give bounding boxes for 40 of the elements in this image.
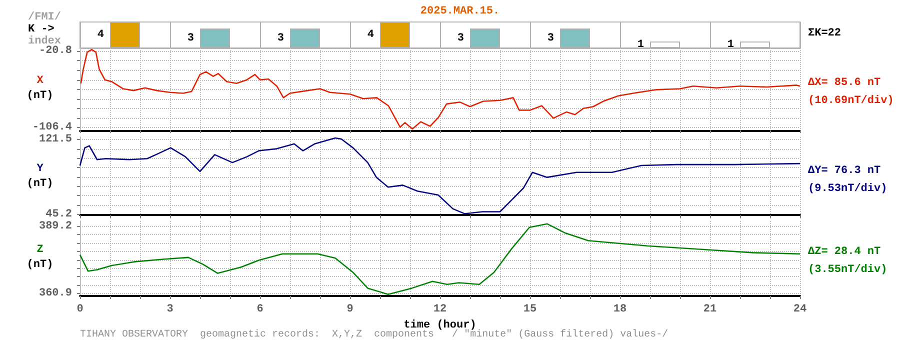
y-tick-label: -20.8 [38, 45, 72, 58]
text: /FMI/ [28, 12, 62, 24]
text: K -> [28, 24, 55, 36]
y-axis-title: Y (nT) [26, 163, 54, 190]
data-label: 1 [637, 38, 644, 51]
chart-title: 2025.MAR.15. [420, 6, 500, 18]
data-label: 3 [187, 32, 194, 44]
data-label: 4 [367, 29, 374, 41]
y-tick-label: 121.5 [38, 133, 72, 146]
data-label: 1 [727, 38, 734, 51]
text: (3.55nT/div) [808, 264, 888, 276]
x-tick-label: 6 [256, 304, 264, 316]
x-tick-label: 12 [433, 304, 447, 316]
text: ΣK=22 [808, 28, 842, 40]
x-axis-title: time (hour) [404, 319, 476, 332]
text: TIHANY OBSERVATORY geomagnetic records: X,Y,Z components / "minute" (Gauss filtered) values-/ [80, 328, 668, 340]
x-tick-label: 0 [76, 304, 84, 316]
x-tick-label: 21 [703, 304, 717, 316]
y-axis-title: Z (nT) [26, 244, 54, 271]
x-tick-label: 3 [166, 304, 174, 316]
y-tick-label: 360.9 [38, 287, 72, 300]
data-label: 3 [547, 32, 554, 44]
text: ΔY= 76.3 nT [808, 165, 882, 177]
data-label: 4 [97, 29, 104, 41]
data-label: 3 [277, 32, 284, 44]
x-tick-label: 24 [793, 304, 807, 316]
text: (9.53nT/div) [808, 183, 888, 195]
line-series [79, 223, 801, 295]
text: (10.69nT/div) [808, 95, 894, 107]
y-tick-label: 389.2 [38, 220, 72, 232]
x-tick-label: 18 [613, 304, 627, 316]
line-series [79, 137, 801, 214]
y-tick-label: -106.4 [32, 122, 72, 134]
x-tick-label: 9 [346, 304, 354, 316]
data-label: 3 [457, 32, 464, 44]
y-axis-title: X (nT) [26, 75, 54, 102]
x-tick-label: 15 [523, 304, 537, 316]
text: ΔX= 85.6 nT [808, 77, 882, 89]
text: ΔZ= 28.4 nT [808, 246, 882, 258]
y-tick-label: 45.2 [46, 208, 72, 220]
